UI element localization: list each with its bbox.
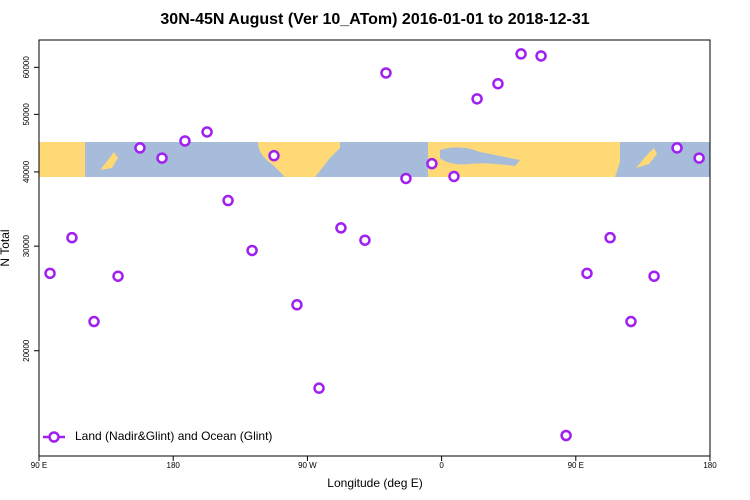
y-tick-label: 60000 — [22, 56, 31, 79]
data-point — [88, 315, 100, 328]
x-tick-label: 180 — [703, 461, 717, 470]
data-point — [291, 299, 303, 311]
y-tick-label: 20000 — [22, 339, 31, 362]
data-point — [134, 142, 146, 154]
data-point — [156, 152, 168, 164]
x-tick-label: 180 — [167, 461, 181, 470]
data-point — [44, 267, 56, 280]
data-point — [400, 172, 412, 185]
legend-label: Land (Nadir&Glint) and Ocean (Glint) — [75, 429, 272, 443]
data-point — [201, 126, 213, 138]
x-tick-label: 90 E — [31, 461, 47, 470]
data-point — [335, 222, 347, 234]
data-point — [66, 231, 78, 244]
x-tick-label: 90 W — [298, 461, 317, 470]
data-point — [222, 194, 234, 207]
y-axis-label: N Total — [0, 229, 12, 266]
data-point — [179, 135, 191, 147]
plot-frame — [38, 39, 711, 457]
data-point — [471, 93, 483, 105]
data-point — [693, 152, 705, 164]
y-tick-label: 30000 — [22, 234, 31, 257]
chart-title: 30N-45N August (Ver 10_ATom) 2016-01-01 … — [160, 11, 589, 28]
data-point — [535, 50, 547, 62]
data-point — [246, 244, 258, 257]
data-point — [648, 270, 660, 282]
data-point — [448, 170, 460, 183]
data-point — [604, 231, 616, 244]
x-tick-label: 0 — [439, 461, 444, 470]
data-point — [492, 77, 504, 90]
data-point — [426, 157, 438, 170]
data-point — [515, 48, 527, 60]
data-point — [625, 315, 637, 328]
x-tick-label: 90 E — [568, 461, 584, 470]
data-point — [581, 267, 593, 280]
data-point — [268, 149, 280, 162]
y-tick-label: 50000 — [22, 103, 31, 126]
legend-marker — [48, 431, 60, 443]
data-point — [671, 142, 683, 154]
data-point — [380, 67, 392, 79]
x-axis-label: Longitude (deg E) — [327, 476, 422, 490]
data-point — [313, 382, 325, 394]
data-point — [112, 270, 124, 282]
data-point — [560, 429, 572, 442]
data-point — [359, 234, 371, 246]
y-tick-label: 40000 — [22, 160, 31, 183]
map-strip — [39, 142, 710, 177]
